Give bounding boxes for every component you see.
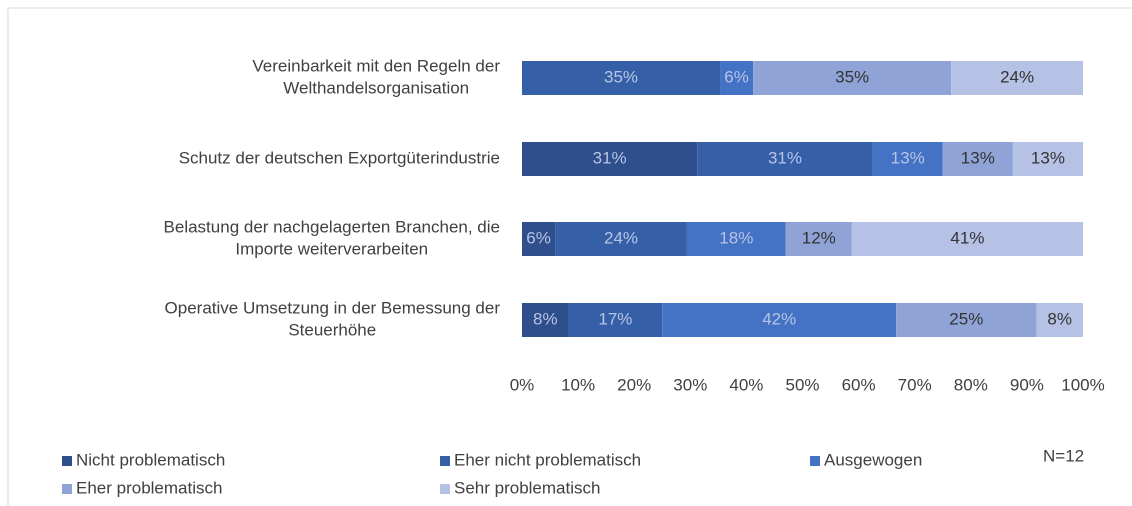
x-tick-label: 0% (510, 375, 535, 394)
bar-segment (720, 61, 754, 95)
legend-swatch (440, 484, 450, 494)
data-label: 42% (762, 309, 796, 328)
data-label: 24% (1000, 67, 1034, 86)
data-label: 13% (961, 148, 995, 167)
bar-segment (753, 61, 952, 95)
chart-border (7, 7, 1132, 506)
data-label: 41% (950, 228, 984, 247)
bar-segment (522, 61, 721, 95)
data-label: 6% (724, 67, 749, 86)
bar-segment (1036, 303, 1083, 337)
bar-segment (896, 303, 1037, 337)
legend-label: Eher problematisch (76, 478, 222, 497)
category-label: Importe weiterverarbeiten (235, 239, 428, 258)
x-tick-label: 60% (842, 375, 876, 394)
bar-segment (872, 142, 943, 176)
data-label: 13% (1031, 148, 1065, 167)
data-label: 35% (835, 67, 869, 86)
data-label: 17% (598, 309, 632, 328)
bar-segment (1012, 142, 1083, 176)
x-tick-label: 100% (1061, 375, 1104, 394)
bar-segment (951, 61, 1083, 95)
legend-label: Nicht problematisch (76, 450, 225, 469)
category-label: Steuerhöhe (288, 320, 376, 339)
data-label: 8% (533, 309, 558, 328)
data-label: 31% (593, 148, 627, 167)
legend-label: Eher nicht problematisch (454, 450, 641, 469)
bar-segment (785, 222, 852, 256)
legend-swatch (810, 456, 820, 466)
legend-swatch (62, 456, 72, 466)
x-tick-label: 20% (617, 375, 651, 394)
category-label: Operative Umsetzung in der Bemessung der (165, 298, 501, 317)
data-label: 6% (526, 228, 551, 247)
category-label: Welthandelsorganisation (283, 78, 469, 97)
bar-segment (555, 222, 687, 256)
bar-segment (568, 303, 663, 337)
bar-segment (697, 142, 873, 176)
bar-segment (686, 222, 786, 256)
data-label: 8% (1047, 309, 1072, 328)
x-tick-label: 30% (673, 375, 707, 394)
data-label: 25% (949, 309, 983, 328)
legend-swatch (62, 484, 72, 494)
bar-segment (522, 222, 556, 256)
bar-segment (662, 303, 897, 337)
category-label: Schutz der deutschen Exportgüterindustri… (179, 148, 500, 167)
bar-segment (522, 303, 569, 337)
x-tick-label: 90% (1010, 375, 1044, 394)
legend-label: Sehr problematisch (454, 478, 600, 497)
data-label: 12% (802, 228, 836, 247)
data-label: 18% (719, 228, 753, 247)
legend-label: Ausgewogen (824, 450, 922, 469)
bar-segment (942, 142, 1013, 176)
x-tick-label: 10% (561, 375, 595, 394)
x-tick-label: 50% (785, 375, 819, 394)
category-label: Belastung der nachgelagerten Branchen, d… (164, 217, 500, 236)
annotation: N=12 (1043, 446, 1084, 465)
x-tick-label: 40% (729, 375, 763, 394)
legend-swatch (440, 456, 450, 466)
data-label: 35% (604, 67, 638, 86)
x-tick-label: 70% (898, 375, 932, 394)
data-label: 24% (604, 228, 638, 247)
x-tick-label: 80% (954, 375, 988, 394)
category-label: Vereinbarkeit mit den Regeln der (252, 56, 500, 75)
data-label: 31% (768, 148, 802, 167)
bar-segment (851, 222, 1083, 256)
bar-segment (522, 142, 698, 176)
data-label: 13% (891, 148, 925, 167)
